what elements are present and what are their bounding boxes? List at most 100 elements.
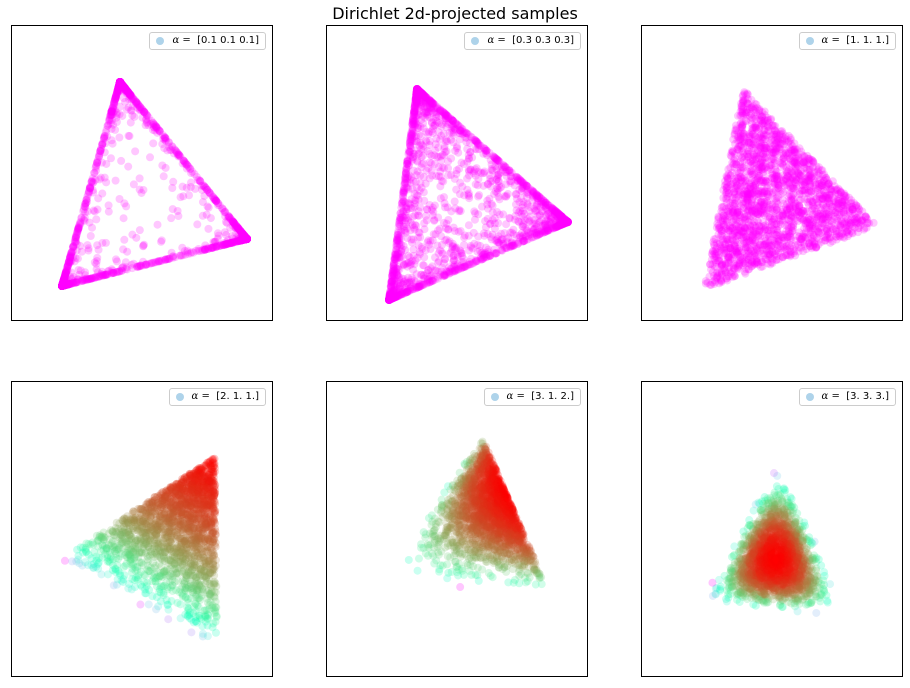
sample-point xyxy=(242,234,251,243)
scatter-plot-area xyxy=(58,78,251,290)
sample-point xyxy=(91,175,100,184)
sample-point xyxy=(58,282,66,290)
sample-point xyxy=(86,274,95,283)
sample-point xyxy=(132,97,141,106)
sample-point xyxy=(58,281,67,290)
sample-point xyxy=(115,78,124,87)
sample-point xyxy=(167,142,176,151)
sample-point xyxy=(116,78,125,87)
sample-point xyxy=(491,249,500,258)
sample-point xyxy=(243,235,251,243)
sample-point xyxy=(116,79,125,88)
sample-point xyxy=(208,243,217,252)
sample-point xyxy=(111,92,120,101)
sample-point xyxy=(166,146,175,155)
sample-point xyxy=(243,235,251,243)
sample-point xyxy=(235,237,244,245)
sample-point xyxy=(228,238,237,247)
sample-point xyxy=(62,265,71,274)
sample-point xyxy=(114,82,123,91)
sample-point xyxy=(242,233,251,242)
sample-point xyxy=(71,232,80,241)
sample-point xyxy=(68,243,77,252)
sample-point xyxy=(229,238,238,247)
sample-point xyxy=(146,119,155,128)
sample-point xyxy=(58,282,67,290)
sample-point xyxy=(208,243,217,252)
sample-point xyxy=(239,230,248,239)
sample-point xyxy=(242,235,251,244)
sample-point xyxy=(149,123,158,132)
sample-point xyxy=(243,235,251,243)
sample-point xyxy=(242,235,251,244)
sample-point xyxy=(180,158,189,167)
sample-point xyxy=(161,255,170,264)
sample-point xyxy=(101,271,110,280)
sample-point xyxy=(63,262,72,271)
sample-point xyxy=(66,252,75,261)
sample-point xyxy=(121,265,130,274)
sample-point xyxy=(121,258,130,267)
sample-point xyxy=(60,275,68,284)
sample-point xyxy=(102,159,111,168)
sample-point xyxy=(115,81,124,90)
sample-point xyxy=(208,192,217,201)
sample-point xyxy=(100,131,109,140)
sample-point xyxy=(81,198,90,207)
sample-point xyxy=(59,281,68,290)
sample-point xyxy=(143,111,152,120)
sample-point xyxy=(234,235,243,244)
sample-point xyxy=(115,78,124,87)
sample-point xyxy=(142,110,151,119)
sample-point xyxy=(218,241,227,250)
sample-point xyxy=(124,131,133,140)
sample-point xyxy=(221,212,230,221)
sample-point xyxy=(96,272,105,281)
sample-point xyxy=(243,235,251,243)
sample-point xyxy=(116,78,124,86)
sample-point xyxy=(243,235,251,243)
sample-point xyxy=(243,235,251,243)
sample-point xyxy=(242,234,251,243)
sample-point xyxy=(242,235,251,243)
sample-point xyxy=(116,78,124,87)
sample-point xyxy=(142,111,151,120)
sample-point xyxy=(88,223,97,232)
sample-point xyxy=(240,231,249,240)
sample-point xyxy=(242,234,251,243)
sample-point xyxy=(224,239,233,248)
sample-point xyxy=(242,234,251,243)
sample-point xyxy=(116,78,124,86)
sample-point xyxy=(243,235,251,243)
sample-point xyxy=(114,82,123,91)
sample-point xyxy=(465,167,474,176)
sample-point xyxy=(412,183,421,192)
sample-point xyxy=(116,78,125,87)
legend: α = [0.3 0.3 0.3] xyxy=(464,32,581,50)
sample-point xyxy=(59,275,68,284)
sample-point xyxy=(62,277,71,286)
sample-point xyxy=(243,235,251,243)
sample-point xyxy=(236,227,245,236)
sample-point xyxy=(58,281,67,290)
sample-point xyxy=(210,195,219,204)
sample-point xyxy=(109,268,118,277)
sample-point xyxy=(163,255,172,264)
sample-point xyxy=(184,162,193,171)
sample-point xyxy=(67,279,76,288)
sample-point xyxy=(236,226,245,235)
sample-point xyxy=(240,232,249,241)
sample-point xyxy=(242,235,251,244)
sample-point xyxy=(424,107,433,116)
sample-point xyxy=(176,193,185,202)
sample-point xyxy=(232,224,240,233)
sample-point xyxy=(82,196,91,205)
sample-point xyxy=(58,281,67,290)
sample-point xyxy=(58,282,66,290)
sample-point xyxy=(63,279,72,288)
sample-point xyxy=(121,84,130,93)
sample-point xyxy=(58,281,67,290)
sample-point xyxy=(488,176,497,185)
sample-point xyxy=(240,231,249,240)
sample-point xyxy=(116,78,124,86)
